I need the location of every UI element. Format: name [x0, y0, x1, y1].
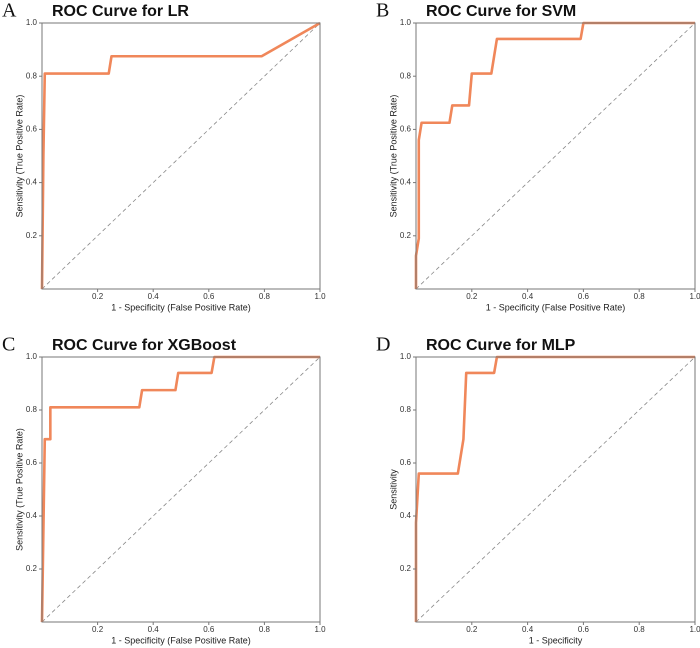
- x-tick-label: 0.4: [148, 292, 160, 301]
- x-tick-label: 0.2: [466, 625, 478, 634]
- chart-title: ROC Curve for MLP: [426, 337, 576, 354]
- panel-label: A: [2, 0, 17, 22]
- reference-diagonal: [415, 356, 696, 623]
- chart-title: ROC Curve for LR: [52, 3, 189, 20]
- plot-frame: [41, 356, 321, 623]
- x-tick-label: 0.8: [259, 292, 271, 301]
- x-axis-label: 1 - Specificity (False Positive Rate): [111, 635, 251, 645]
- roc-curve: [414, 21, 695, 289]
- x-tick-label: 0.6: [203, 292, 215, 301]
- plot-frame: [415, 356, 696, 623]
- y-tick-label: 0.4: [26, 178, 38, 187]
- panel-label: D: [376, 334, 390, 356]
- x-tick-label: 0.8: [634, 292, 646, 301]
- y-tick-label: 0.4: [400, 511, 412, 520]
- x-tick-label: 1.0: [689, 625, 700, 634]
- y-tick-label: 0.2: [400, 231, 412, 240]
- reference-diagonal: [41, 356, 321, 623]
- y-axis-label: Sensitivity (True Positive Rate): [14, 95, 24, 218]
- x-tick-label: 1.0: [314, 292, 326, 301]
- x-tick-label: 0.6: [578, 625, 590, 634]
- chart-title: ROC Curve for XGBoost: [52, 337, 237, 354]
- x-tick-label: 0.4: [522, 625, 534, 634]
- y-tick-label: 0.8: [26, 71, 38, 80]
- y-tick-label: 0.8: [26, 405, 38, 414]
- x-tick-label: 0.2: [466, 292, 478, 301]
- x-tick-label: 1.0: [689, 292, 700, 301]
- x-axis-label: 1 - Specificity (False Positive Rate): [486, 302, 626, 312]
- plot-frame: [415, 22, 696, 290]
- chart-title: ROC Curve for SVM: [426, 3, 576, 20]
- x-tick-label: 0.4: [148, 625, 160, 634]
- x-tick-label: 0.2: [92, 625, 104, 634]
- roc-curve: [40, 21, 321, 290]
- x-tick-label: 0.2: [92, 292, 104, 301]
- x-tick-label: 0.8: [634, 625, 646, 634]
- y-tick-label: 0.6: [400, 125, 412, 134]
- plot-frame: [41, 22, 321, 290]
- x-tick-label: 0.6: [578, 292, 590, 301]
- y-tick-label: 0.2: [400, 564, 412, 573]
- y-tick-label: 0.6: [400, 458, 412, 467]
- x-tick-label: 0.6: [203, 625, 215, 634]
- y-tick-label: 1.0: [400, 18, 412, 27]
- y-tick-label: 0.8: [400, 405, 412, 414]
- y-tick-label: 0.6: [26, 458, 38, 467]
- y-axis-label: Sensitivity: [388, 469, 398, 510]
- reference-diagonal: [41, 22, 321, 290]
- y-tick-label: 1.0: [400, 352, 412, 361]
- y-tick-label: 0.8: [400, 71, 412, 80]
- y-tick-label: 1.0: [26, 18, 38, 27]
- y-tick-label: 0.6: [26, 125, 38, 134]
- roc-curve: [40, 355, 320, 623]
- panel-label: B: [376, 0, 389, 22]
- x-tick-label: 1.0: [314, 625, 326, 634]
- y-tick-label: 0.2: [26, 231, 38, 240]
- y-axis-label: Sensitivity (True Positive Rate): [14, 428, 24, 551]
- x-tick-label: 0.8: [259, 625, 271, 634]
- reference-diagonal: [415, 22, 696, 290]
- y-tick-label: 0.2: [26, 564, 38, 573]
- y-tick-label: 1.0: [26, 352, 38, 361]
- y-axis-label: Sensitivity (True Positive Rate): [388, 95, 398, 218]
- y-tick-label: 0.4: [400, 178, 412, 187]
- roc-curve: [414, 355, 695, 622]
- x-axis-label: 1 - Specificity (False Positive Rate): [111, 302, 251, 312]
- x-tick-label: 0.4: [522, 292, 534, 301]
- x-axis-label: 1 - Specificity: [529, 635, 583, 645]
- panel-label: C: [2, 334, 15, 356]
- y-tick-label: 0.4: [26, 511, 38, 520]
